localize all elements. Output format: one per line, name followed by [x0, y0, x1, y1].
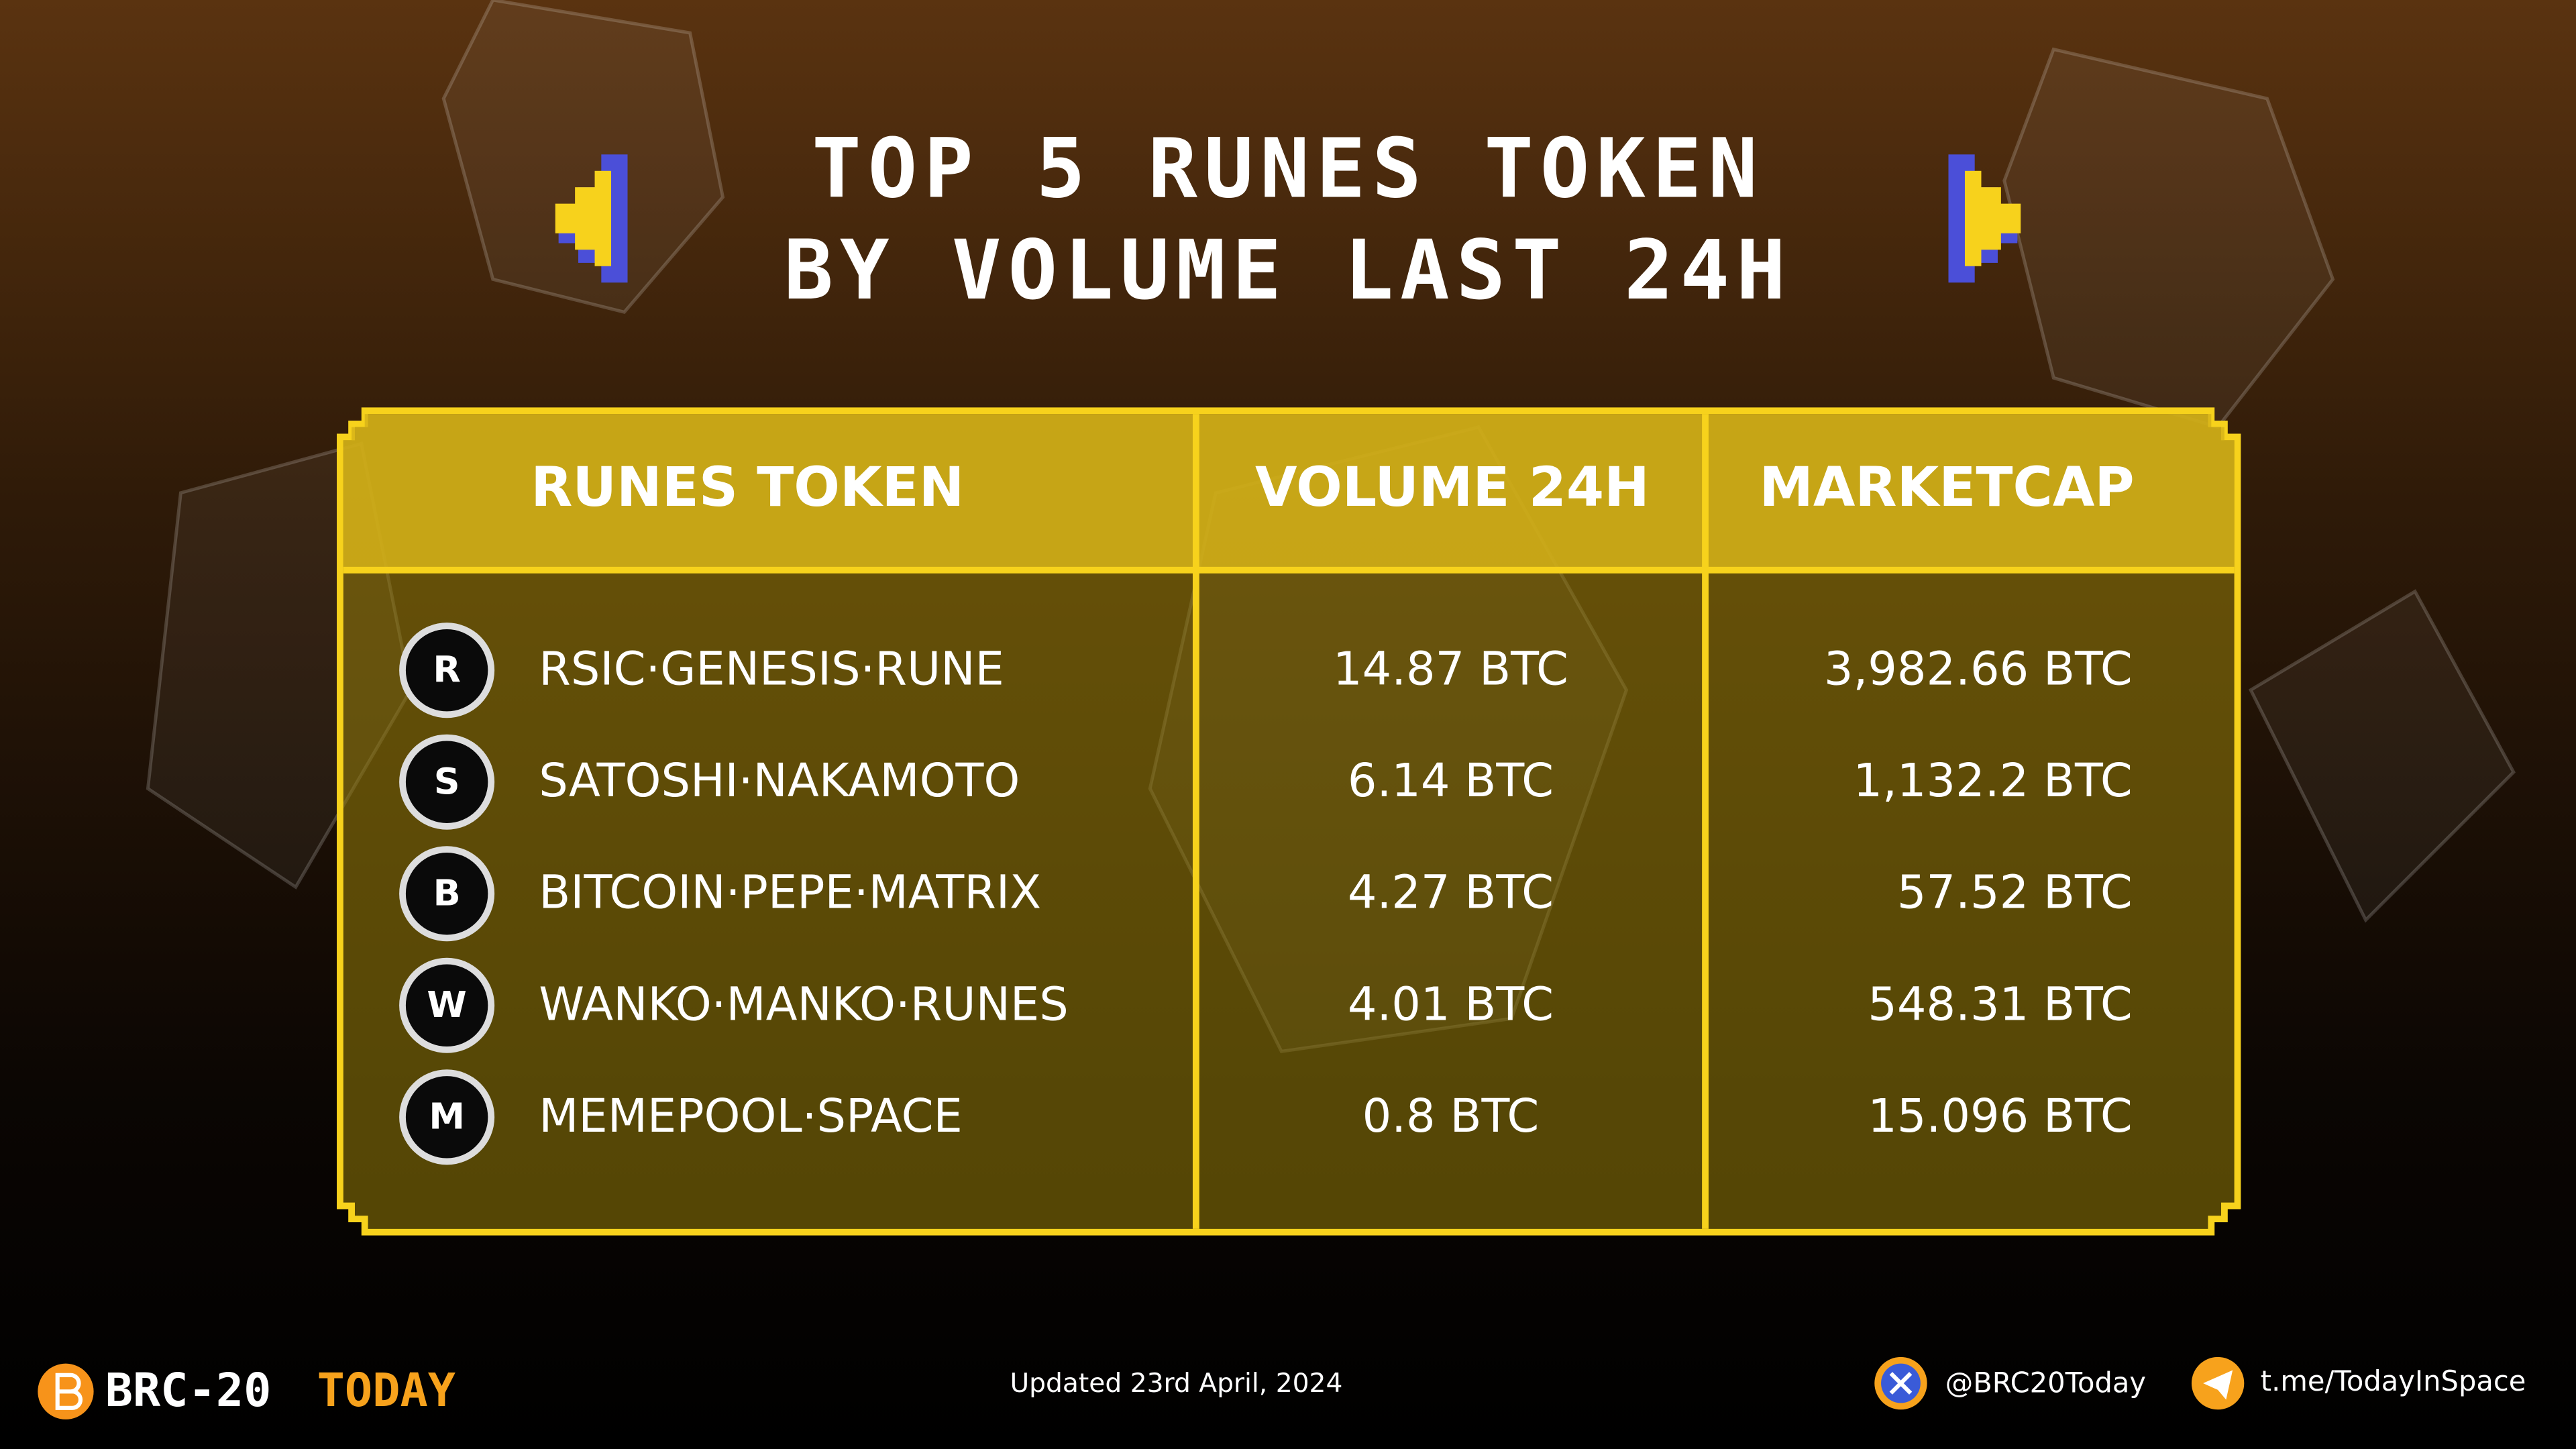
footer: BRC-20 TODAY Updated 23rd April, 2024 @B…: [38, 1356, 2526, 1419]
token-name: RSIC·GENESIS·RUNE: [539, 643, 1004, 696]
brand-name: TODAY: [317, 1364, 456, 1417]
bitcoin-glyph: [55, 1373, 83, 1410]
column-header: RUNES TOKEN: [531, 456, 964, 519]
token-icon-letter: B: [433, 871, 461, 914]
token-marketcap: 1,132.2 BTC: [1854, 754, 2133, 808]
token-icon: [405, 964, 488, 1046]
token-icon-letter: S: [434, 760, 460, 802]
table: RUNES TOKEN VOLUME 24H MARKETCAP R RSIC·G…: [337, 407, 2241, 1236]
token-name: BITCOIN·PEPE·MATRIX: [539, 866, 1041, 920]
arrow: [1964, 170, 2021, 266]
arrow: [555, 170, 612, 266]
token-name: MEMEPOOL·SPACE: [539, 1089, 963, 1143]
token-volume: 4.27 BTC: [1348, 866, 1554, 920]
token-name: SATOSHI·NAKAMOTO: [539, 754, 1020, 808]
twitter-handle: @BRC20Today: [1945, 1366, 2146, 1399]
token-icon-letter: W: [427, 983, 466, 1026]
token-icon: [405, 1076, 488, 1159]
token-icon: [405, 853, 488, 935]
token-name: WANKO·MANKO·RUNES: [539, 977, 1068, 1031]
brand-name: BRC-20: [105, 1364, 272, 1417]
updated-date: Updated 23rd April, 2024: [1010, 1368, 1343, 1399]
table-header-bg: [343, 414, 2235, 570]
token-marketcap: 15.096 BTC: [1868, 1089, 2132, 1143]
left-arrow: [555, 154, 628, 283]
table-body: R RSIC·GENESIS·RUNE 14.87 BTC 3,982.66 BTC S…: [399, 623, 2133, 1165]
telegram-glyph: [2203, 1370, 2233, 1400]
right-arrow: [1948, 154, 2021, 283]
crystal: [441, 0, 725, 315]
column-header: VOLUME 24H: [1255, 456, 1650, 519]
token-icon: [405, 741, 488, 823]
token-marketcap: 57.52 BTC: [1897, 866, 2133, 920]
token-icon-letter: R: [433, 648, 460, 690]
token-volume: 14.87 BTC: [1333, 643, 1568, 696]
title-line: TOP 5 RUNES TOKEN: [812, 120, 1764, 216]
token-icon: [405, 629, 488, 712]
telegram-link: t.me/TodayInSpace: [2261, 1364, 2526, 1397]
token-marketcap: 3,982.66 BTC: [1824, 643, 2133, 696]
token-marketcap: 548.31 BTC: [1868, 977, 2132, 1031]
column-header: MARKETCAP: [1759, 456, 2134, 519]
token-volume: 6.14 BTC: [1348, 754, 1554, 808]
token-icon-letter: M: [429, 1095, 465, 1137]
twitter-glyph: [1889, 1372, 1913, 1395]
token-volume: 0.8 BTC: [1362, 1089, 1540, 1143]
title-line: BY VOLUME LAST 24H: [784, 222, 1792, 318]
crystal: [2248, 589, 2516, 923]
token-volume: 4.01 BTC: [1348, 977, 1554, 1031]
